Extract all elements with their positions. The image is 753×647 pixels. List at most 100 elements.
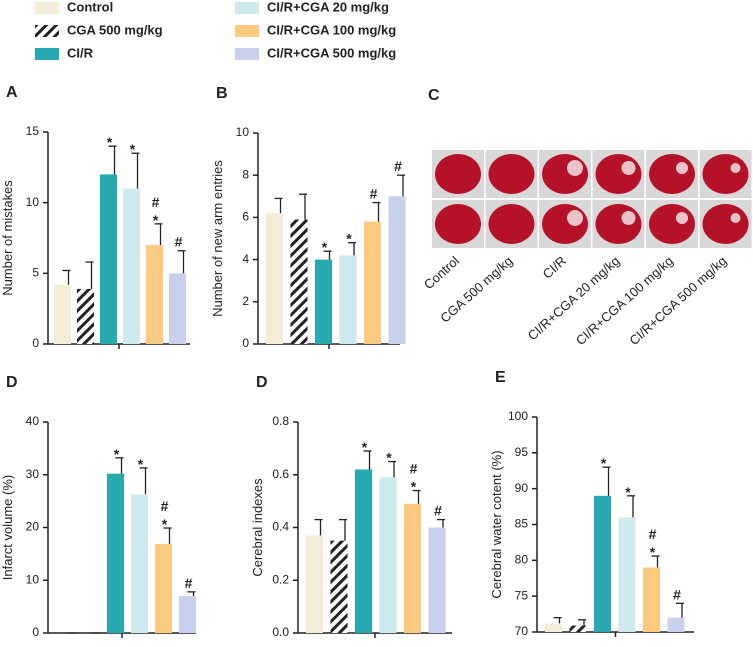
legend-swatch: [235, 25, 259, 37]
brain-slice: [702, 154, 749, 194]
bar: [667, 617, 685, 632]
bar: [364, 221, 381, 344]
bar: [77, 288, 94, 344]
y-tick-label: 10: [236, 125, 250, 139]
legend-label: Control: [67, 0, 113, 14]
significance: *: [601, 455, 607, 471]
significance: *: [362, 439, 368, 455]
infarct: [621, 211, 636, 225]
bar: [146, 245, 163, 344]
image-label: CI/R+CGA 20 mg/kg: [525, 253, 623, 343]
y-tick-label: 70: [515, 624, 529, 638]
image-label: CI/R: [540, 253, 569, 282]
bar: [428, 527, 446, 633]
legend-label: CI/R: [67, 45, 94, 60]
image-label: CI/R+CGA 500 mg/kg: [626, 253, 729, 348]
y-tick-label: 0: [242, 336, 249, 350]
bar: [54, 284, 71, 344]
significance: #: [152, 194, 160, 210]
bar: [545, 623, 562, 632]
y-tick-label: 30: [26, 467, 40, 481]
brain-slice: [595, 154, 642, 194]
significance: *: [138, 456, 144, 472]
significance: #: [175, 234, 183, 250]
infarct: [730, 213, 741, 223]
infarct: [730, 163, 741, 173]
bar: [330, 540, 348, 633]
infarct: [567, 210, 583, 226]
significance: *: [153, 212, 159, 228]
significance: #: [434, 503, 442, 519]
y-tick-label: 0.2: [272, 572, 289, 586]
y-tick-label: 0: [32, 336, 39, 350]
y-tick-label: 0.8: [272, 414, 289, 428]
brain-slice: [435, 154, 481, 194]
infarct: [567, 160, 583, 176]
y-tick-label: 90: [515, 481, 529, 495]
significance: #: [410, 461, 418, 477]
bar: [315, 259, 332, 344]
y-tick-label: 0.0: [272, 625, 289, 639]
significance: *: [625, 484, 631, 500]
y-axis-label: Number of new arm entries: [210, 160, 225, 317]
significance: *: [386, 450, 392, 466]
y-tick-label: 10: [26, 195, 40, 209]
panel-letter: B: [216, 85, 228, 102]
brain-slice: [435, 204, 481, 244]
y-tick-label: 80: [515, 553, 529, 567]
brain-slice: [542, 204, 588, 244]
legend-label: CI/R+CGA 100 mg/kg: [267, 22, 396, 37]
panel-letter: E: [495, 369, 506, 386]
infarct: [621, 161, 636, 175]
significance: *: [411, 479, 417, 495]
brain-slice: [595, 204, 642, 244]
legend-label: CI/R+CGA 500 mg/kg: [267, 45, 396, 60]
significance: *: [322, 239, 328, 255]
infarct: [676, 162, 688, 174]
bar: [100, 174, 117, 344]
bar: [155, 543, 172, 633]
bar: [169, 273, 186, 344]
significance: #: [185, 575, 193, 591]
y-axis-label: Cerebral water cotent (%): [489, 450, 504, 598]
bar: [404, 503, 421, 633]
brain-slice: [649, 204, 695, 244]
significance: *: [107, 134, 113, 150]
significance: #: [161, 498, 169, 514]
bar: [131, 494, 148, 633]
bar: [123, 188, 140, 344]
significance: #: [370, 186, 378, 202]
y-tick-label: 5: [32, 266, 39, 280]
significance: *: [130, 141, 136, 157]
legend-swatch: [35, 2, 59, 14]
bar: [594, 495, 611, 632]
y-tick-label: 20: [26, 520, 40, 534]
y-tick-label: 0.6: [272, 467, 289, 481]
y-tick-label: 0.4: [272, 520, 289, 534]
brain-slices: [432, 150, 752, 248]
legend-swatch: [235, 2, 259, 14]
brain-slice: [542, 154, 588, 194]
y-tick-label: 2: [242, 294, 249, 308]
legend-label: CGA 500 mg/kg: [67, 22, 163, 37]
significance: #: [673, 586, 681, 602]
bar: [179, 596, 196, 633]
bar: [266, 213, 283, 344]
brain-slice: [702, 204, 749, 244]
y-tick-label: 75: [515, 588, 529, 602]
panel-letter: C: [428, 87, 440, 104]
image-label: CI/R+CGA 100 mg/kg: [573, 253, 676, 348]
legend-swatch: [235, 48, 259, 60]
brain-slice: [649, 154, 695, 194]
significance: #: [649, 526, 657, 542]
panel-letter: D: [256, 374, 268, 391]
y-axis-label: Infarct volume (%): [0, 475, 15, 580]
significance: *: [162, 516, 168, 532]
bar: [290, 219, 308, 344]
y-axis-label: Number of mistakes: [0, 180, 15, 296]
panel-letter: D: [6, 374, 18, 391]
y-tick-label: 40: [26, 414, 40, 428]
y-tick-label: 10: [26, 572, 40, 586]
bar: [379, 477, 397, 633]
legend-swatch: [35, 48, 59, 60]
